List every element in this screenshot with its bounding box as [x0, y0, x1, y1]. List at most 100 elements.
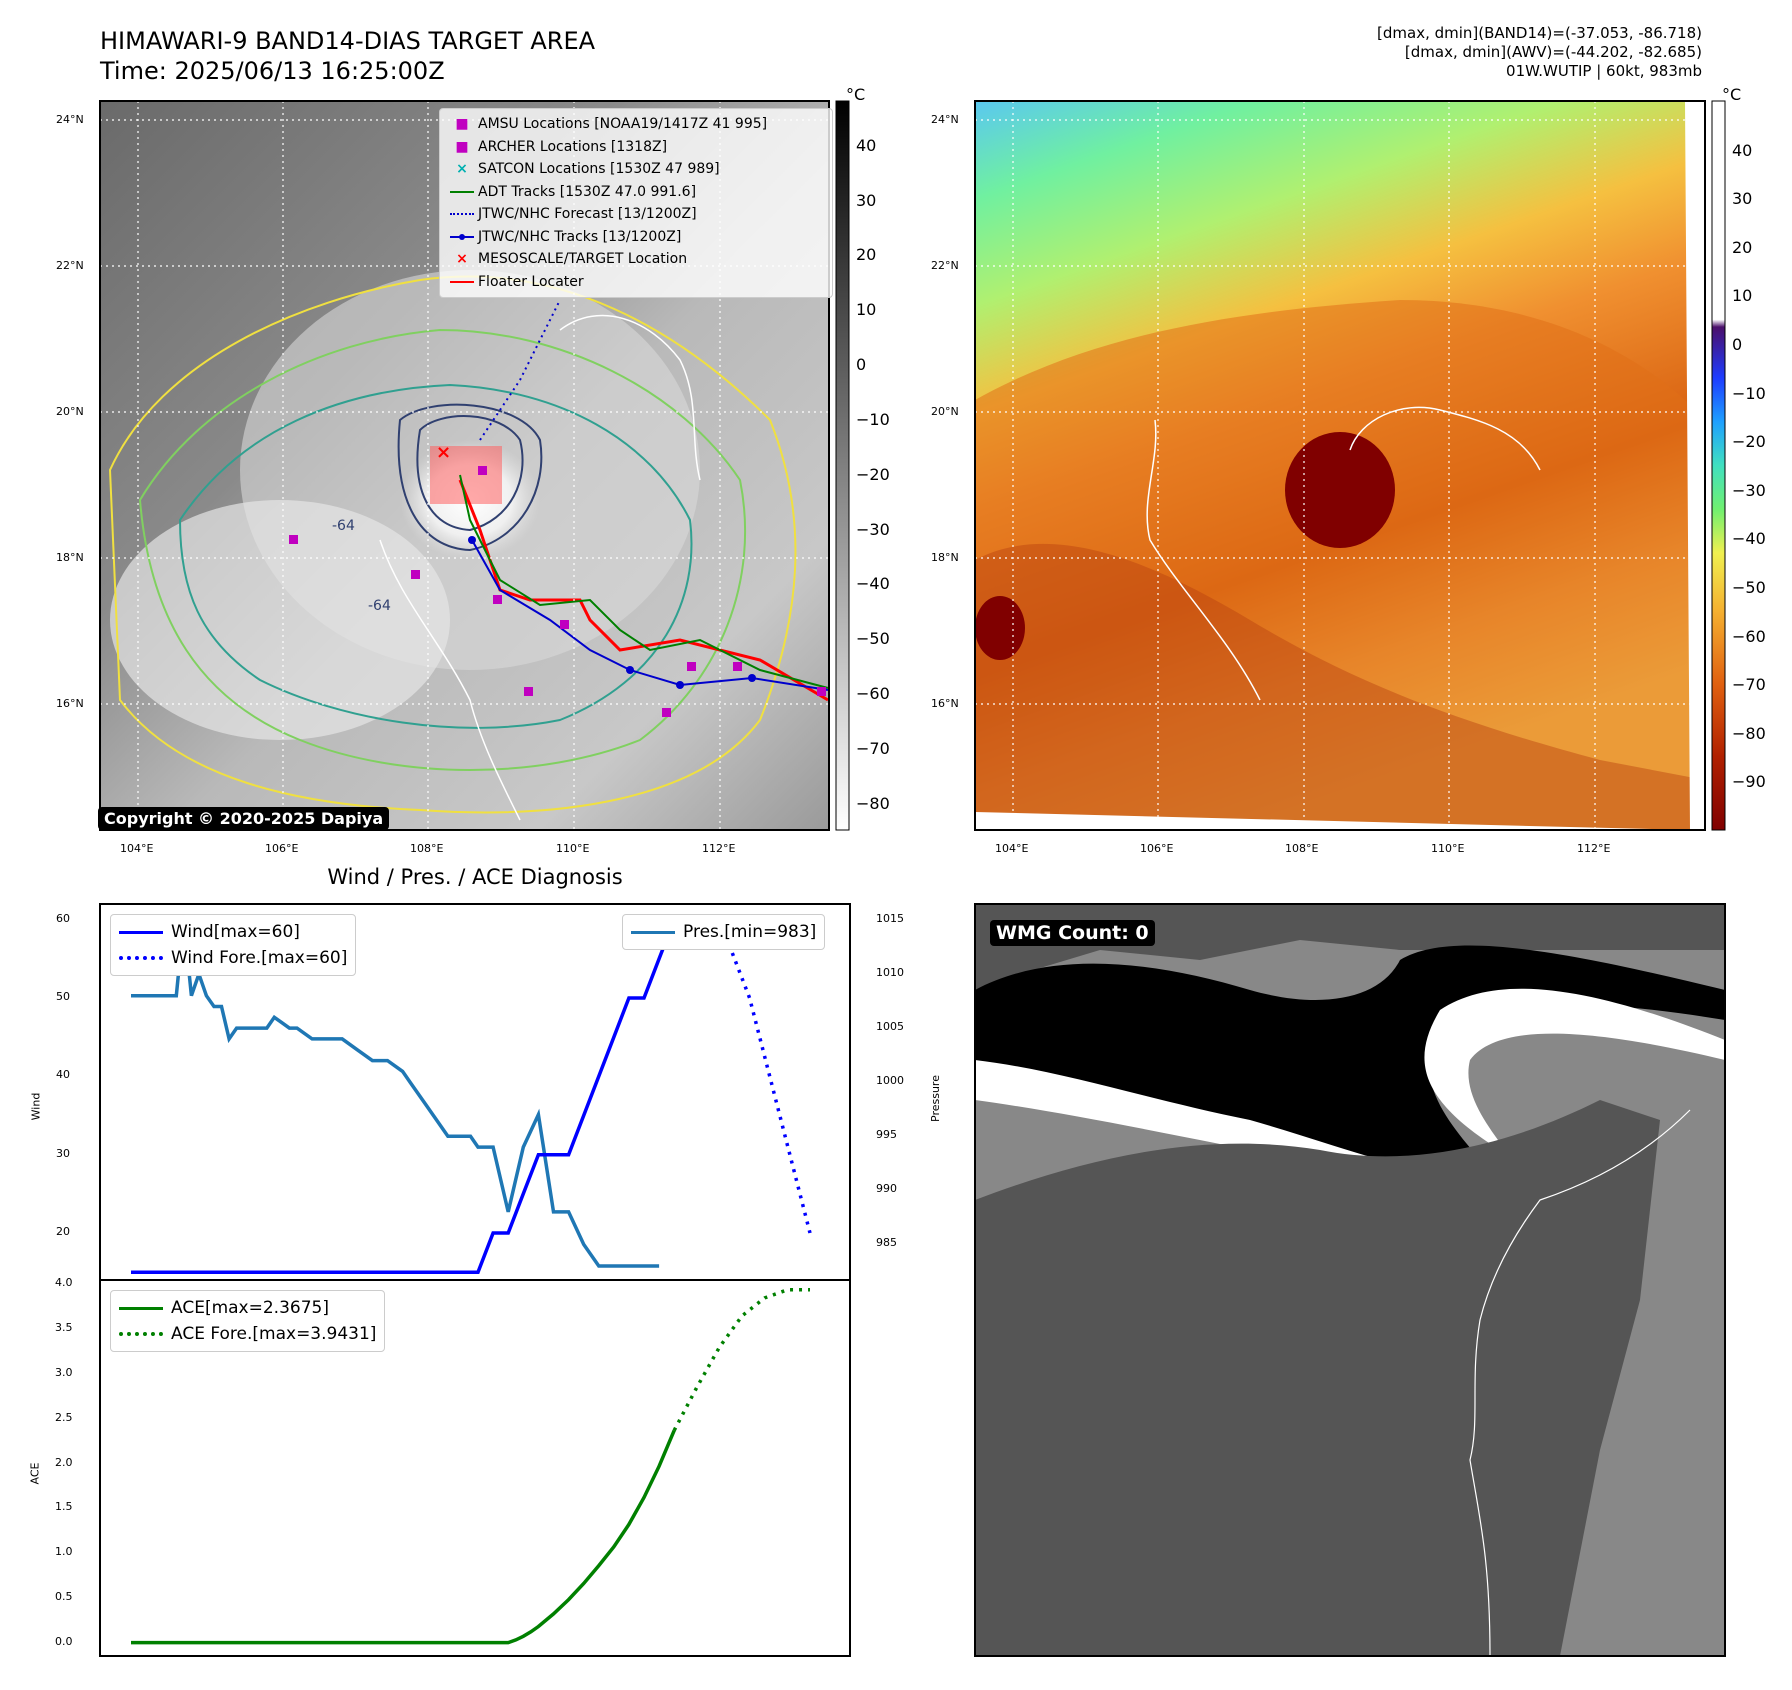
- pressure-legend: Pres.[min=983]: [622, 914, 826, 950]
- amsu-archer-points: [289, 466, 826, 717]
- ir-colorbar-tick-label: 30: [856, 190, 877, 210]
- square-marker-icon: ■: [455, 116, 469, 133]
- awv-colorbar-tick-label: −10: [1732, 383, 1766, 403]
- storm-summary: 01W.WUTIP | 60kt, 983mb: [1506, 62, 1702, 80]
- ace-tick-label: 3.0: [55, 1366, 73, 1379]
- awv-colorbar-tick-label: −20: [1732, 432, 1766, 452]
- awv-colorbar-tick-label: 10: [1732, 286, 1753, 306]
- ace-tick-label: 1.0: [55, 1545, 73, 1559]
- ace-legend: ACE[max=2.3675] ACE Fore.[max=3.9431]: [110, 1290, 386, 1352]
- ir-colorbar-tick-label: −60: [856, 683, 890, 703]
- awv-colorbar-tick-label: 40: [1732, 140, 1753, 160]
- line-marker-icon: [446, 190, 478, 193]
- ace-tick-label: 1.5: [55, 1500, 73, 1514]
- pressure-tick-label: 995: [876, 1128, 897, 1142]
- awv-core: [1285, 432, 1395, 548]
- wmg-dark-top: [975, 904, 1725, 990]
- x-marker-icon: ×: [456, 251, 468, 268]
- ace-axis-label: ACE: [28, 1462, 42, 1485]
- wmg-panel-frame: [974, 903, 1726, 1657]
- title-line-1: HIMAWARI-9 BAND14-DIAS TARGET AREA: [100, 27, 596, 55]
- dotted-line-icon: [446, 213, 478, 216]
- awv-gridlines: [975, 101, 1705, 830]
- lon-tick-label: 106°E: [265, 842, 299, 855]
- pressure-tick-label: 1000: [876, 1074, 904, 1088]
- lon-tick-label: 112°E: [702, 842, 736, 855]
- lat-tick-label: 16°N: [56, 697, 84, 710]
- legend-item-wind-forecast: Wind Fore.[max=60]: [119, 945, 347, 971]
- legend-item-ace-forecast: ACE Fore.[max=3.9431]: [119, 1321, 376, 1347]
- lat-tick-label: 16°N: [931, 697, 959, 710]
- pressure-tick-label: 1010: [876, 966, 904, 980]
- legend-item-jtwc-forecast: JTWC/NHC Forecast [13/1200Z]: [446, 203, 826, 226]
- lon-tick-label: 110°E: [1431, 842, 1465, 855]
- legend-item-archer: ■ ARCHER Locations [1318Z]: [446, 136, 826, 159]
- legend-item-amsu: ■ AMSU Locations [NOAA19/1417Z 41 995]: [446, 113, 826, 136]
- legend-item-ace: ACE[max=2.3675]: [119, 1295, 376, 1321]
- awv-colorbar-tick-label: −50: [1732, 578, 1766, 597]
- ir-colorbar-tick-label: −30: [856, 519, 890, 539]
- awv-coastline: [1146, 406, 1541, 701]
- legend-item-floater: Floater Locater: [446, 271, 826, 294]
- legend-item-adt: ADT Tracks [1530Z 47.0 991.6]: [446, 181, 826, 204]
- ir-colorbar: [835, 100, 850, 831]
- ir-colorbar-tick-label: 10: [856, 300, 877, 320]
- awv-colorbar-tick-label: 30: [1732, 189, 1753, 209]
- ir-colorbar-tick-label: −70: [856, 738, 890, 758]
- wind-tick-label: 20: [56, 1225, 70, 1238]
- contour-label: -64: [368, 598, 391, 614]
- moist-band: [975, 543, 1705, 830]
- dotted-line-icon: [119, 1332, 171, 1336]
- lat-tick-label: 20°N: [931, 405, 959, 418]
- contour-label: -64: [332, 518, 355, 534]
- square-marker-icon: ■: [455, 138, 469, 155]
- line-dot-icon: [446, 233, 478, 240]
- awv-colorbar-tick-label: −90: [1732, 772, 1766, 792]
- adt-track: [459, 474, 829, 689]
- awv-colorbar-tick-label: 20: [1732, 237, 1753, 257]
- jtwc-observed-track: [471, 539, 829, 691]
- awv-colorbar-tick-label: −30: [1732, 480, 1766, 500]
- wind-axis-label: Wind: [29, 1092, 43, 1121]
- ace-tick-label: 3.5: [55, 1321, 73, 1335]
- wind-tick-label: 40: [56, 1068, 70, 1082]
- awv-colorbar-tick-label: −80: [1732, 723, 1766, 743]
- ir-panel-frame: [99, 100, 830, 831]
- pressure-line: [131, 919, 660, 1268]
- awv-cold-cell: [975, 596, 1025, 660]
- wind-legend: Wind[max=60] Wind Fore.[max=60]: [110, 914, 357, 976]
- legend-item-pressure: Pres.[min=983]: [631, 919, 816, 945]
- awv-map-panel: [974, 100, 1706, 831]
- awv-panel-frame: [974, 100, 1706, 831]
- lon-tick-label: 104°E: [120, 842, 154, 855]
- x-marker-icon: ×: [456, 161, 468, 178]
- awv-colorbar: [1711, 100, 1726, 831]
- wmg-coastline: [1469, 1109, 1691, 1657]
- title-line-2: Time: 2025/06/13 16:25:00Z: [100, 57, 445, 85]
- ir-colorbar-gradient: [835, 100, 850, 831]
- ir-colorbar-tick-label: 0: [856, 355, 867, 375]
- pressure-tick-label: 1015: [876, 912, 904, 925]
- ace-line: [131, 1429, 676, 1645]
- ir-colorbar-tick-label: 20: [856, 245, 877, 265]
- ir-legend: ■ AMSU Locations [NOAA19/1417Z 41 995] ■…: [439, 108, 833, 298]
- awv-colorbar-tick-label: −40: [1732, 529, 1766, 549]
- legend-item-mesoscale: × MESOSCALE/TARGET Location: [446, 248, 826, 271]
- ir-colorbar-tick-label: 40: [856, 135, 877, 155]
- lat-tick-label: 18°N: [56, 551, 84, 564]
- line-marker-icon: [446, 280, 478, 283]
- wind-forecast-line: [674, 917, 812, 1234]
- mesoscale-target-marker: ×: [436, 442, 451, 463]
- lon-tick-label: 108°E: [1285, 842, 1319, 855]
- ir-colorbar-tick-label: −50: [856, 629, 890, 649]
- ir-colorbar-tick-label: −40: [856, 574, 890, 594]
- wind-line: [131, 919, 676, 1274]
- ace-tick-label: 0.5: [55, 1589, 73, 1603]
- legend-item-jtwc-tracks: JTWC/NHC Tracks [13/1200Z]: [446, 226, 826, 249]
- ir-colorbar-tick-label: −10: [856, 409, 890, 429]
- band14-range: [dmax, dmin](BAND14)=(-37.053, -86.718): [1377, 24, 1702, 42]
- lon-tick-label: 104°E: [995, 842, 1029, 855]
- ir-colorbar-tick-label: −20: [856, 464, 890, 484]
- wmg-dark-region: [975, 1100, 1660, 1656]
